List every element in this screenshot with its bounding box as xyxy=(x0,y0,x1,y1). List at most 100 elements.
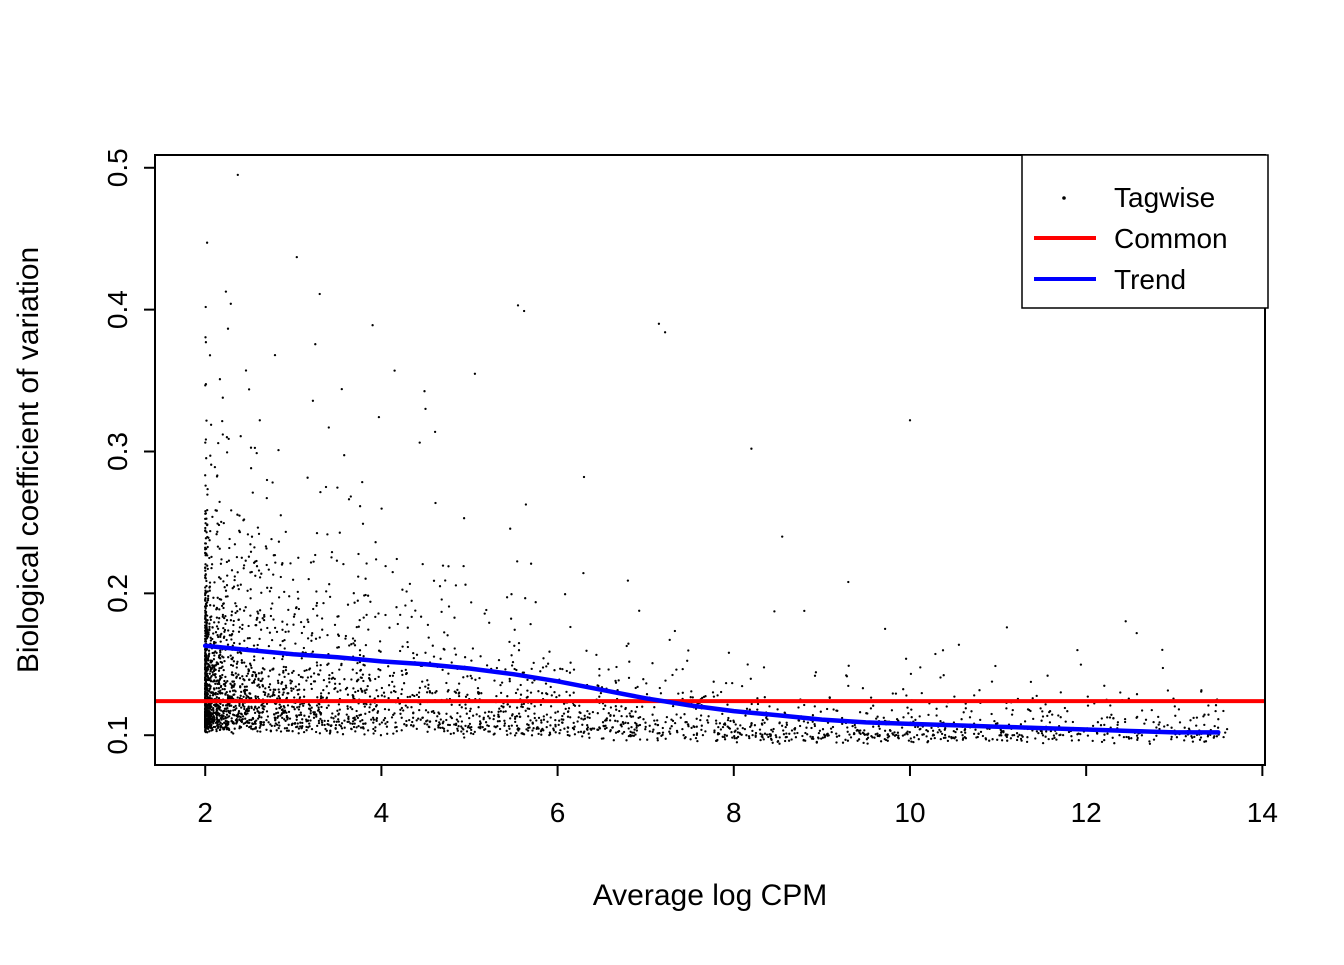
tagwise-point xyxy=(279,730,283,733)
tagwise-point xyxy=(939,730,942,733)
tagwise-point xyxy=(209,604,212,607)
tagwise-point xyxy=(378,723,381,726)
tagwise-point xyxy=(445,681,448,685)
tagwise-point xyxy=(305,668,308,672)
tagwise-point xyxy=(369,703,372,706)
tagwise-point xyxy=(205,547,208,550)
tagwise-point xyxy=(552,729,556,732)
tagwise-point xyxy=(612,714,616,717)
tagwise-point xyxy=(251,681,254,685)
tagwise-point xyxy=(292,623,295,626)
tagwise-point xyxy=(907,739,911,742)
tagwise-point xyxy=(253,446,257,450)
tagwise-point xyxy=(302,625,306,629)
tagwise-point xyxy=(206,631,209,635)
tagwise-point xyxy=(462,517,466,520)
y-axis-ticks: 0.10.20.30.40.5 xyxy=(102,148,155,755)
tagwise-point xyxy=(260,591,263,594)
tagwise-point xyxy=(872,725,875,728)
tagwise-point xyxy=(318,636,321,639)
tagwise-point xyxy=(208,581,212,584)
tagwise-point xyxy=(216,522,219,525)
tagwise-point xyxy=(316,709,320,712)
tagwise-point xyxy=(714,719,718,722)
tagwise-point xyxy=(873,736,876,739)
tagwise-point xyxy=(272,688,275,691)
tagwise-point xyxy=(731,681,734,685)
tagwise-point xyxy=(284,666,288,669)
tagwise-point xyxy=(218,378,222,381)
tagwise-point xyxy=(245,724,249,728)
tagwise-point xyxy=(520,732,523,735)
tagwise-point xyxy=(1009,737,1013,740)
tagwise-point xyxy=(372,718,376,721)
tagwise-point xyxy=(532,661,535,665)
tagwise-point xyxy=(258,637,261,641)
tagwise-point xyxy=(204,676,207,680)
tagwise-point xyxy=(399,708,402,711)
tagwise-point xyxy=(224,675,227,679)
tagwise-point xyxy=(1019,723,1023,726)
tagwise-point xyxy=(651,713,654,716)
tagwise-point xyxy=(529,562,533,565)
tagwise-point xyxy=(315,604,318,607)
tagwise-point xyxy=(243,685,247,688)
tagwise-point xyxy=(1116,723,1119,727)
tagwise-point xyxy=(293,722,297,725)
tagwise-point xyxy=(251,491,254,494)
tagwise-point xyxy=(604,724,607,727)
tagwise-point xyxy=(232,623,235,627)
tagwise-point xyxy=(310,687,313,691)
tagwise-point xyxy=(586,716,589,719)
tagwise-point xyxy=(271,481,274,484)
tagwise-point xyxy=(269,614,273,618)
tagwise-point xyxy=(872,704,875,707)
tagwise-point xyxy=(379,669,382,672)
tagwise-point xyxy=(210,615,213,618)
tagwise-point xyxy=(245,685,248,688)
tagwise-point xyxy=(1025,740,1029,744)
y-tick-label: 0.5 xyxy=(102,148,133,187)
tagwise-point xyxy=(1130,737,1133,740)
tagwise-point xyxy=(222,728,226,731)
tagwise-point xyxy=(635,726,638,729)
tagwise-point xyxy=(721,725,725,729)
tagwise-point xyxy=(998,734,1001,737)
tagwise-point xyxy=(278,724,281,727)
tagwise-point xyxy=(373,697,376,700)
tagwise-point xyxy=(509,717,512,720)
tagwise-point xyxy=(340,662,343,666)
tagwise-point xyxy=(309,682,313,686)
tagwise-point xyxy=(730,731,733,734)
tagwise-point xyxy=(464,703,467,706)
tagwise-point xyxy=(262,618,266,622)
tagwise-point xyxy=(503,722,507,725)
tagwise-point xyxy=(686,659,689,662)
tagwise-point xyxy=(1041,734,1045,737)
tagwise-point xyxy=(404,668,407,672)
tagwise-point xyxy=(774,734,777,737)
tagwise-point xyxy=(213,711,216,715)
tagwise-point xyxy=(286,704,290,707)
tagwise-point xyxy=(483,612,486,615)
tagwise-point xyxy=(440,598,443,601)
tagwise-point xyxy=(1183,726,1186,729)
tagwise-point xyxy=(630,715,633,718)
tagwise-point xyxy=(405,724,408,727)
tagwise-point xyxy=(773,610,776,613)
tagwise-point xyxy=(355,671,358,675)
tagwise-point xyxy=(233,727,236,730)
tagwise-point xyxy=(227,715,231,718)
tagwise-point xyxy=(359,713,363,716)
tagwise-point xyxy=(417,691,421,694)
tagwise-point xyxy=(622,730,626,734)
tagwise-point xyxy=(277,681,280,685)
tagwise-point xyxy=(346,707,349,710)
tagwise-point xyxy=(265,478,269,482)
tagwise-point xyxy=(668,730,671,733)
tagwise-point xyxy=(315,531,319,535)
tagwise-point xyxy=(318,732,322,735)
tagwise-point xyxy=(875,717,878,720)
tagwise-point xyxy=(436,715,439,718)
tagwise-point xyxy=(240,661,244,664)
